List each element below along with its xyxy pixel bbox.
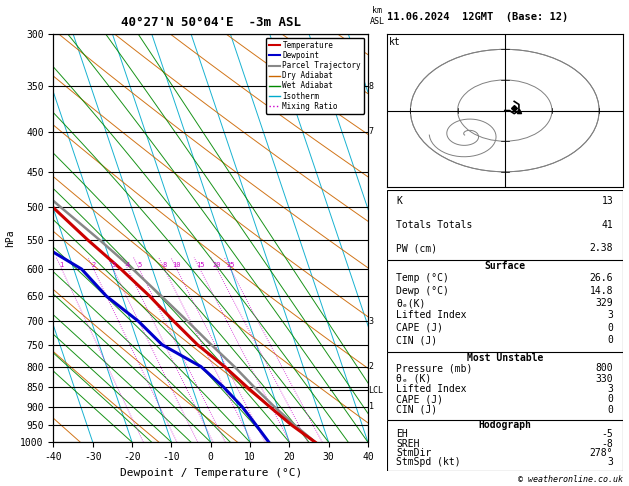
Text: CIN (J): CIN (J) [396,335,437,345]
Text: K: K [396,196,402,206]
Text: 1: 1 [60,262,64,268]
Text: 11.06.2024  12GMT  (Base: 12): 11.06.2024 12GMT (Base: 12) [387,12,568,22]
Text: 20: 20 [213,262,221,268]
Text: 15: 15 [196,262,204,268]
Text: LCL: LCL [369,386,384,395]
Text: 1: 1 [369,402,374,411]
Text: Surface: Surface [484,261,525,271]
Text: StmSpd (kt): StmSpd (kt) [396,457,461,467]
Text: StmDir: StmDir [396,448,431,458]
Text: CIN (J): CIN (J) [396,405,437,415]
Text: 2: 2 [91,262,96,268]
Text: 26.6: 26.6 [590,274,613,283]
Text: 2: 2 [369,362,374,371]
Text: 329: 329 [596,298,613,308]
Text: EH: EH [396,429,408,439]
Text: 41: 41 [601,220,613,230]
X-axis label: Dewpoint / Temperature (°C): Dewpoint / Temperature (°C) [120,468,302,478]
Text: Dewp (°C): Dewp (°C) [396,286,449,296]
Text: PW (cm): PW (cm) [396,243,437,253]
Text: kt: kt [389,37,401,47]
Text: 2.38: 2.38 [590,243,613,253]
Text: Most Unstable: Most Unstable [467,352,543,363]
Text: 330: 330 [596,374,613,383]
Text: 5: 5 [137,262,142,268]
Text: km
ASL: km ASL [370,6,385,26]
Text: 0: 0 [608,395,613,404]
Text: © weatheronline.co.uk: © weatheronline.co.uk [518,474,623,484]
Text: SREH: SREH [396,438,420,449]
Text: Lifted Index: Lifted Index [396,311,467,320]
Text: 0: 0 [608,405,613,415]
Text: 40°27'N 50°04'E  -3m ASL: 40°27'N 50°04'E -3m ASL [121,16,301,29]
Text: 0: 0 [608,323,613,333]
Text: 10: 10 [172,262,181,268]
Text: CAPE (J): CAPE (J) [396,323,443,333]
Y-axis label: hPa: hPa [4,229,14,247]
Text: 7: 7 [369,127,374,136]
Text: Pressure (mb): Pressure (mb) [396,363,472,373]
Text: -5: -5 [601,429,613,439]
Text: -8: -8 [601,438,613,449]
Text: 3: 3 [608,457,613,467]
Text: 278°: 278° [590,448,613,458]
Text: 3: 3 [608,384,613,394]
Legend: Temperature, Dewpoint, Parcel Trajectory, Dry Adiabat, Wet Adiabat, Isotherm, Mi: Temperature, Dewpoint, Parcel Trajectory… [265,38,364,114]
Text: 8: 8 [162,262,167,268]
Text: 4: 4 [126,262,130,268]
Text: Totals Totals: Totals Totals [396,220,472,230]
Text: 3: 3 [608,311,613,320]
Text: 13: 13 [601,196,613,206]
Text: θₑ (K): θₑ (K) [396,374,431,383]
Text: 14.8: 14.8 [590,286,613,296]
Text: 3: 3 [111,262,115,268]
Text: CAPE (J): CAPE (J) [396,395,443,404]
Text: Hodograph: Hodograph [478,420,532,430]
Text: 3: 3 [369,317,374,326]
Text: θₑ(K): θₑ(K) [396,298,426,308]
Text: Temp (°C): Temp (°C) [396,274,449,283]
Text: 800: 800 [596,363,613,373]
Text: 25: 25 [226,262,235,268]
Text: 8: 8 [369,82,374,91]
Text: Lifted Index: Lifted Index [396,384,467,394]
Text: 0: 0 [608,335,613,345]
